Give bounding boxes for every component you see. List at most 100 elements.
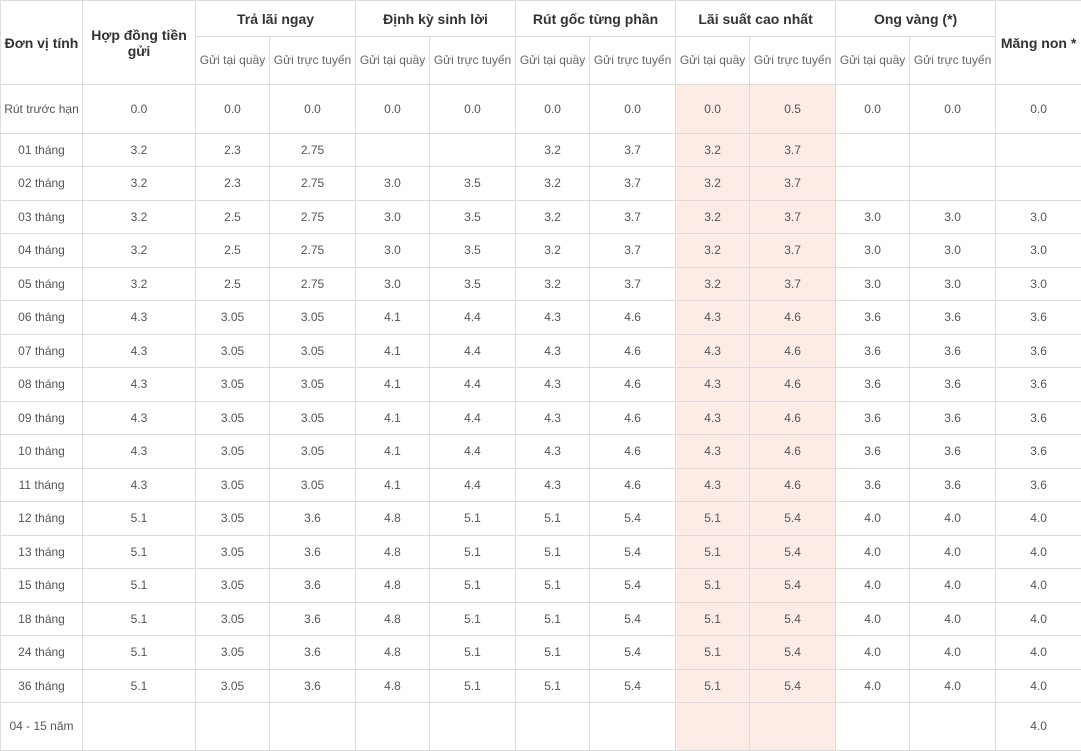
table-body: Rút trước hạn 0.0 0.0 0.0 0.0 0.0 0.0 0.0 0.0 0.5… bbox=[0, 84, 1081, 751]
table-row: 10 tháng 4.3 3.05 3.05 4.1 4.4 4.3 4.6 4.3 4.6 3.6… bbox=[0, 434, 1081, 469]
rate-cell: 5.4 bbox=[589, 535, 677, 569]
rate-cell: 3.6 bbox=[909, 300, 997, 335]
table-row: 13 tháng 5.1 3.05 3.6 4.8 5.1 5.1 5.4 5.1 5.4 4.0 4… bbox=[0, 535, 1081, 569]
term-label-cell: 03 tháng bbox=[0, 200, 83, 234]
term-label-cell: 15 tháng bbox=[0, 568, 83, 603]
term-label-cell: 11 tháng bbox=[0, 468, 83, 502]
rate-cell: 4.6 bbox=[589, 468, 677, 502]
rate-cell: 4.6 bbox=[589, 300, 677, 335]
rate-cell: 5.1 bbox=[429, 669, 517, 703]
rate-cell: 0.0 bbox=[515, 84, 591, 134]
rate-cell bbox=[82, 702, 196, 751]
rate-cell: 3.7 bbox=[749, 133, 837, 167]
rate-cell: 3.05 bbox=[195, 602, 270, 636]
rate-cell: 3.7 bbox=[749, 233, 837, 268]
rate-cell: 4.8 bbox=[355, 669, 431, 703]
rate-cell: 5.4 bbox=[589, 602, 677, 636]
rate-cell: 4.8 bbox=[355, 602, 431, 636]
rate-cell: 3.7 bbox=[749, 267, 837, 301]
rate-cell: 3.0 bbox=[995, 267, 1081, 301]
rate-cell: 3.7 bbox=[589, 233, 677, 268]
rate-cell: 4.4 bbox=[429, 468, 517, 502]
rate-cell: 4.3 bbox=[675, 468, 751, 502]
rate-cell: 4.8 bbox=[355, 501, 431, 536]
rate-cell: 5.1 bbox=[515, 602, 591, 636]
rate-cell: 5.4 bbox=[749, 635, 837, 670]
rate-cell: 4.0 bbox=[835, 501, 911, 536]
rate-cell: 4.0 bbox=[835, 669, 911, 703]
subheader-counter: Gửi tại quầy bbox=[675, 36, 751, 85]
rate-cell: 5.1 bbox=[429, 602, 517, 636]
rate-cell: 3.0 bbox=[355, 233, 431, 268]
rate-cell: 5.4 bbox=[589, 635, 677, 670]
rate-cell: 5.1 bbox=[429, 501, 517, 536]
subheader-counter: Gửi tại quầy bbox=[515, 36, 591, 85]
rate-cell: 3.5 bbox=[429, 200, 517, 234]
rate-cell: 3.0 bbox=[909, 267, 997, 301]
rate-cell: 4.1 bbox=[355, 434, 431, 469]
rate-cell: 5.1 bbox=[675, 568, 751, 603]
rate-cell: 0.0 bbox=[835, 84, 911, 134]
rate-cell: 3.2 bbox=[675, 200, 751, 234]
table-row: 15 tháng 5.1 3.05 3.6 4.8 5.1 5.1 5.4 5.1 5.4 4.0 4… bbox=[0, 568, 1081, 603]
subheader-online: Gửi trực tuyến bbox=[268, 36, 357, 85]
rate-cell: 4.3 bbox=[82, 434, 196, 469]
table-row: 07 tháng 4.3 3.05 3.05 4.1 4.4 4.3 4.6 4.3 4.6 3.6… bbox=[0, 334, 1081, 368]
rate-cell: 4.0 bbox=[909, 535, 997, 569]
rate-cell: 4.0 bbox=[835, 635, 911, 670]
rate-cell: 4.0 bbox=[995, 602, 1081, 636]
rate-cell: 3.6 bbox=[995, 434, 1081, 469]
rate-cell: 5.4 bbox=[749, 535, 837, 569]
rate-cell bbox=[429, 702, 517, 751]
rate-cell: 0.0 bbox=[589, 84, 677, 134]
rate-cell: 3.6 bbox=[835, 300, 911, 335]
rate-cell: 4.0 bbox=[995, 501, 1081, 536]
rate-cell: 4.6 bbox=[749, 334, 837, 368]
term-label-cell: 04 - 15 năm bbox=[0, 702, 83, 751]
rate-cell: 3.05 bbox=[268, 434, 357, 469]
rate-cell: 4.0 bbox=[909, 669, 997, 703]
rate-cell bbox=[995, 166, 1081, 201]
rate-cell: 4.1 bbox=[355, 468, 431, 502]
header-tra-lai-ngay: Trả lãi ngay bbox=[194, 0, 357, 37]
subheader-online: Gửi trực tuyến bbox=[909, 36, 997, 85]
rate-cell: 4.0 bbox=[995, 568, 1081, 603]
rate-cell: 5.1 bbox=[82, 635, 196, 670]
rate-cell: 3.05 bbox=[195, 669, 270, 703]
term-label-cell: 08 tháng bbox=[0, 367, 83, 402]
rate-cell bbox=[268, 702, 357, 751]
rate-cell: 4.3 bbox=[515, 334, 591, 368]
rate-cell: 3.0 bbox=[355, 166, 431, 201]
subheader-online: Gửi trực tuyến bbox=[749, 36, 837, 85]
rate-cell: 4.8 bbox=[355, 568, 431, 603]
rate-cell: 5.1 bbox=[82, 602, 196, 636]
rate-cell: 3.05 bbox=[268, 367, 357, 402]
rate-cell: 4.0 bbox=[835, 602, 911, 636]
rate-cell: 4.3 bbox=[82, 334, 196, 368]
rate-cell: 0.0 bbox=[909, 84, 997, 134]
rate-cell: 5.1 bbox=[515, 568, 591, 603]
table-row: 18 tháng 5.1 3.05 3.6 4.8 5.1 5.1 5.4 5.1 5.4 4.0 4… bbox=[0, 602, 1081, 636]
rate-cell: 5.1 bbox=[515, 501, 591, 536]
rate-cell: 4.0 bbox=[835, 535, 911, 569]
table-row: 05 tháng 3.2 2.5 2.75 3.0 3.5 3.2 3.7 3.2 3.7 3.0 3… bbox=[0, 267, 1081, 301]
rate-cell: 5.4 bbox=[749, 568, 837, 603]
rate-cell: 4.3 bbox=[675, 334, 751, 368]
subheader-counter: Gửi tại quầy bbox=[355, 36, 431, 85]
rate-cell: 3.6 bbox=[995, 334, 1081, 368]
rate-cell: 3.05 bbox=[195, 468, 270, 502]
rate-cell: 0.0 bbox=[675, 84, 751, 134]
rate-cell: 2.75 bbox=[268, 166, 357, 201]
header-unit: Đơn vị tính bbox=[0, 0, 83, 85]
rate-cell bbox=[909, 166, 997, 201]
rate-cell: 5.1 bbox=[82, 568, 196, 603]
term-label-cell: 12 tháng bbox=[0, 501, 83, 536]
rate-cell: 4.6 bbox=[749, 434, 837, 469]
rate-cell: 0.0 bbox=[355, 84, 431, 134]
rate-cell: 5.1 bbox=[82, 669, 196, 703]
rate-cell: 3.05 bbox=[195, 401, 270, 435]
rate-cell: 3.0 bbox=[995, 233, 1081, 268]
term-label-cell: 07 tháng bbox=[0, 334, 83, 368]
rate-cell: 2.75 bbox=[268, 200, 357, 234]
rate-cell: 4.1 bbox=[355, 334, 431, 368]
